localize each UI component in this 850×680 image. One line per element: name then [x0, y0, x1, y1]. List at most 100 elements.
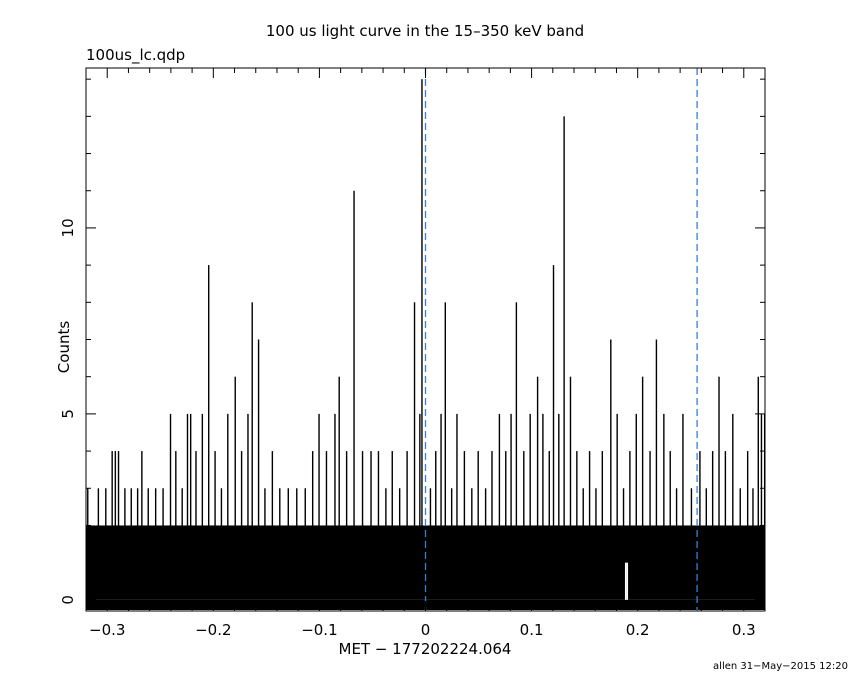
- count-bar: [117, 451, 120, 527]
- count-bar: [732, 413, 734, 527]
- count-bar: [186, 413, 189, 527]
- count-bar: [718, 376, 720, 527]
- count-bar: [649, 451, 651, 527]
- count-bar: [440, 413, 442, 527]
- plot-frame: [85, 67, 766, 612]
- count-bar: [724, 451, 727, 527]
- count-bar: [287, 488, 289, 527]
- count-bar: [353, 190, 355, 527]
- count-bar: [610, 339, 612, 527]
- count-bar: [181, 488, 183, 527]
- count-bar: [311, 451, 314, 527]
- zero-gap-0: [624, 562, 627, 600]
- count-bar: [711, 451, 714, 527]
- count-bar: [257, 339, 260, 527]
- count-bar: [370, 451, 372, 527]
- count-bar: [746, 451, 749, 527]
- count-bar: [515, 302, 518, 527]
- count-bar: [227, 413, 229, 527]
- count-bar: [162, 488, 164, 527]
- count-bar: [752, 488, 754, 527]
- count-bar: [279, 488, 281, 527]
- count-bar: [563, 116, 565, 527]
- x-tick-label: 0.1: [520, 621, 544, 639]
- count-bar: [690, 488, 693, 527]
- count-bar: [201, 413, 204, 527]
- count-bar: [576, 451, 578, 527]
- count-bar: [97, 488, 100, 527]
- count-bar: [471, 488, 473, 527]
- count-bar: [338, 376, 340, 527]
- count-bar: [552, 265, 555, 527]
- count-bar: [757, 376, 759, 527]
- count-bar: [558, 413, 560, 527]
- count-bar: [247, 413, 249, 527]
- count-bar: [601, 451, 604, 527]
- count-bar: [635, 413, 637, 527]
- count-bar: [569, 376, 572, 527]
- count-bar: [124, 488, 126, 527]
- count-bar: [705, 488, 707, 527]
- count-bar: [169, 413, 172, 527]
- count-bar: [669, 451, 671, 527]
- count-bar: [271, 451, 274, 527]
- count-bar: [682, 413, 684, 527]
- count-bar: [195, 451, 197, 527]
- count-bar: [385, 488, 387, 527]
- count-bar: [264, 488, 266, 527]
- count-bar: [154, 488, 157, 527]
- count-bar: [105, 488, 107, 527]
- x-axis-label: MET − 177202224.064: [338, 640, 512, 658]
- count-bar: [739, 488, 741, 527]
- count-bar: [413, 302, 416, 527]
- count-bar: [484, 488, 487, 527]
- count-bar: [130, 488, 132, 527]
- count-bar: [510, 413, 512, 527]
- count-bar: [318, 413, 320, 527]
- count-bar: [588, 451, 591, 527]
- count-bar: [444, 302, 446, 527]
- count-bar: [655, 339, 658, 527]
- count-bar: [529, 413, 531, 527]
- axes-group: −0.3 −0.2 −0.1 0 0.1 0.2 0.3 0 5 10: [59, 68, 766, 639]
- count-bar: [147, 488, 149, 527]
- footer-stamp: allen 31−May−2015 12:20: [713, 661, 848, 672]
- count-bar: [622, 488, 625, 527]
- count-bar: [548, 451, 550, 527]
- x-tick-label: 0.3: [732, 621, 756, 639]
- count-bar: [175, 451, 177, 527]
- zero-gap-1: [626, 562, 629, 600]
- count-bar: [699, 451, 701, 527]
- count-bar: [304, 488, 306, 527]
- count-bar: [491, 451, 493, 527]
- count-bar: [214, 451, 216, 527]
- x-tick-label: −0.1: [301, 621, 337, 639]
- count-bar: [114, 451, 117, 527]
- count-bar: [595, 488, 597, 527]
- count-bar: [675, 488, 678, 527]
- count-bar: [345, 451, 348, 527]
- count-bar: [536, 376, 539, 527]
- count-bar: [760, 413, 763, 527]
- count-bar: [141, 451, 143, 527]
- count-bar: [234, 376, 236, 527]
- y-tick-label: 0: [59, 595, 77, 605]
- count-bar: [429, 488, 432, 527]
- count-bar: [616, 413, 618, 527]
- count-bar: [296, 488, 298, 527]
- count-bar: [189, 413, 192, 527]
- x-tick-label: −0.2: [195, 621, 231, 639]
- x-tick-label: −0.3: [89, 621, 125, 639]
- count-bar: [87, 488, 89, 527]
- count-bar: [406, 451, 408, 527]
- count-bar: [629, 451, 631, 527]
- count-bar: [456, 413, 458, 527]
- count-bar: [463, 451, 466, 527]
- y-tick-label: 10: [59, 218, 77, 237]
- count-bar: [111, 451, 113, 527]
- count-bar: [398, 488, 401, 527]
- count-bar: [251, 302, 253, 527]
- count-bar: [136, 488, 139, 527]
- file-label: 100us_lc.qdp: [86, 46, 186, 64]
- count-bar: [421, 79, 423, 527]
